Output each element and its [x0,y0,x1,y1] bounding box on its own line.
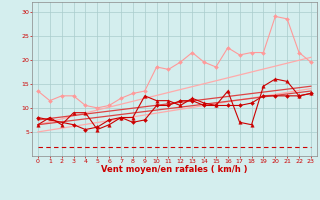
X-axis label: Vent moyen/en rafales ( km/h ): Vent moyen/en rafales ( km/h ) [101,165,248,174]
